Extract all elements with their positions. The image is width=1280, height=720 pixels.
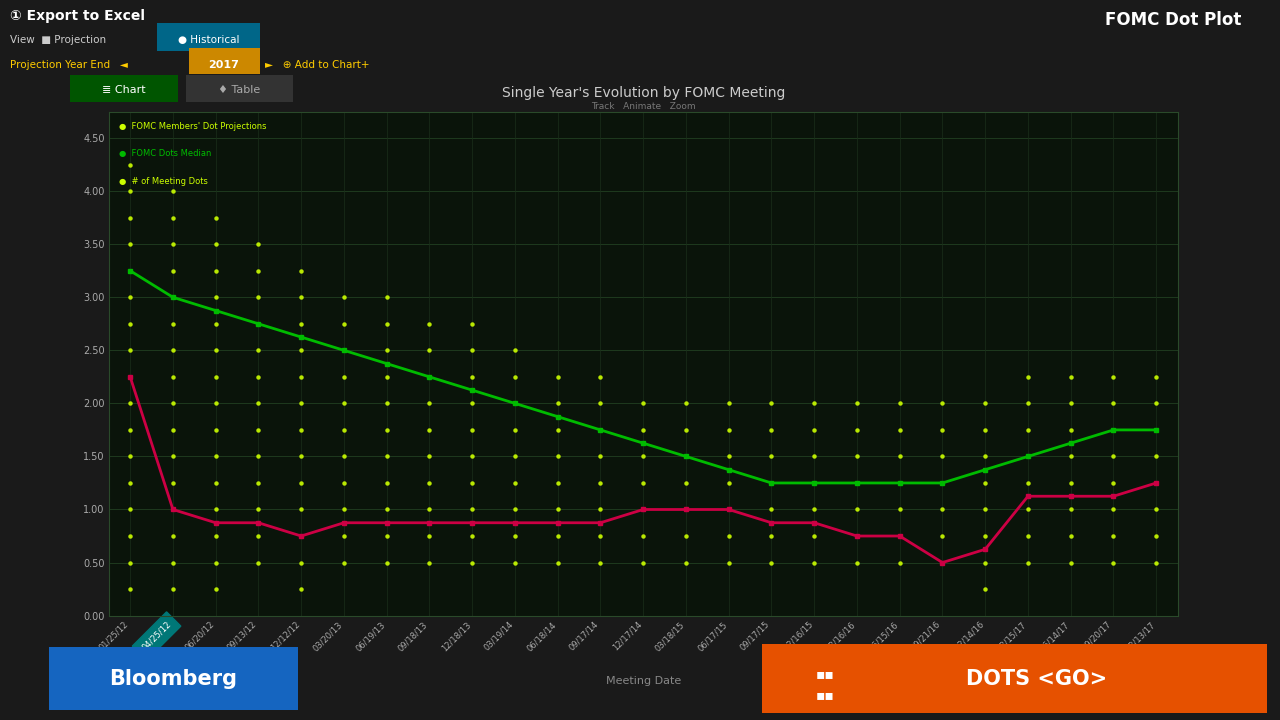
Text: 2017: 2017: [209, 60, 239, 71]
Text: Track   Animate   Zoom: Track Animate Zoom: [591, 102, 695, 111]
Text: ● Historical: ● Historical: [178, 35, 239, 45]
Text: ▪▪: ▪▪: [817, 688, 835, 702]
Text: ▪▪: ▪▪: [817, 667, 835, 681]
Bar: [157, 23, 260, 51]
Bar: [70, 75, 178, 102]
Text: Bloomberg: Bloomberg: [109, 669, 237, 688]
Text: ① Export to Excel: ① Export to Excel: [10, 9, 145, 23]
Text: ≣ Chart: ≣ Chart: [102, 85, 146, 95]
Text: View  ■ Projection: View ■ Projection: [10, 35, 106, 45]
Text: ♦ Table: ♦ Table: [218, 85, 261, 95]
Bar: [762, 644, 1267, 714]
Text: DOTS <GO>: DOTS <GO>: [966, 669, 1107, 688]
Text: FOMC Dot Plot: FOMC Dot Plot: [1105, 12, 1242, 30]
Text: Meeting Date: Meeting Date: [605, 675, 681, 685]
Text: ●  # of Meeting Dots: ● # of Meeting Dots: [119, 177, 209, 186]
Text: ►   ⊕ Add to Chart+: ► ⊕ Add to Chart+: [265, 60, 370, 71]
Text: Projection Year End   ◄: Projection Year End ◄: [10, 60, 128, 71]
Bar: [49, 647, 298, 710]
Bar: [186, 75, 293, 102]
Bar: [189, 48, 260, 74]
Text: ●  FOMC Members' Dot Projections: ● FOMC Members' Dot Projections: [119, 122, 268, 130]
Text: ●  FOMC Dots Median: ● FOMC Dots Median: [119, 149, 212, 158]
Text: Single Year's Evolution by FOMC Meeting: Single Year's Evolution by FOMC Meeting: [502, 86, 785, 101]
